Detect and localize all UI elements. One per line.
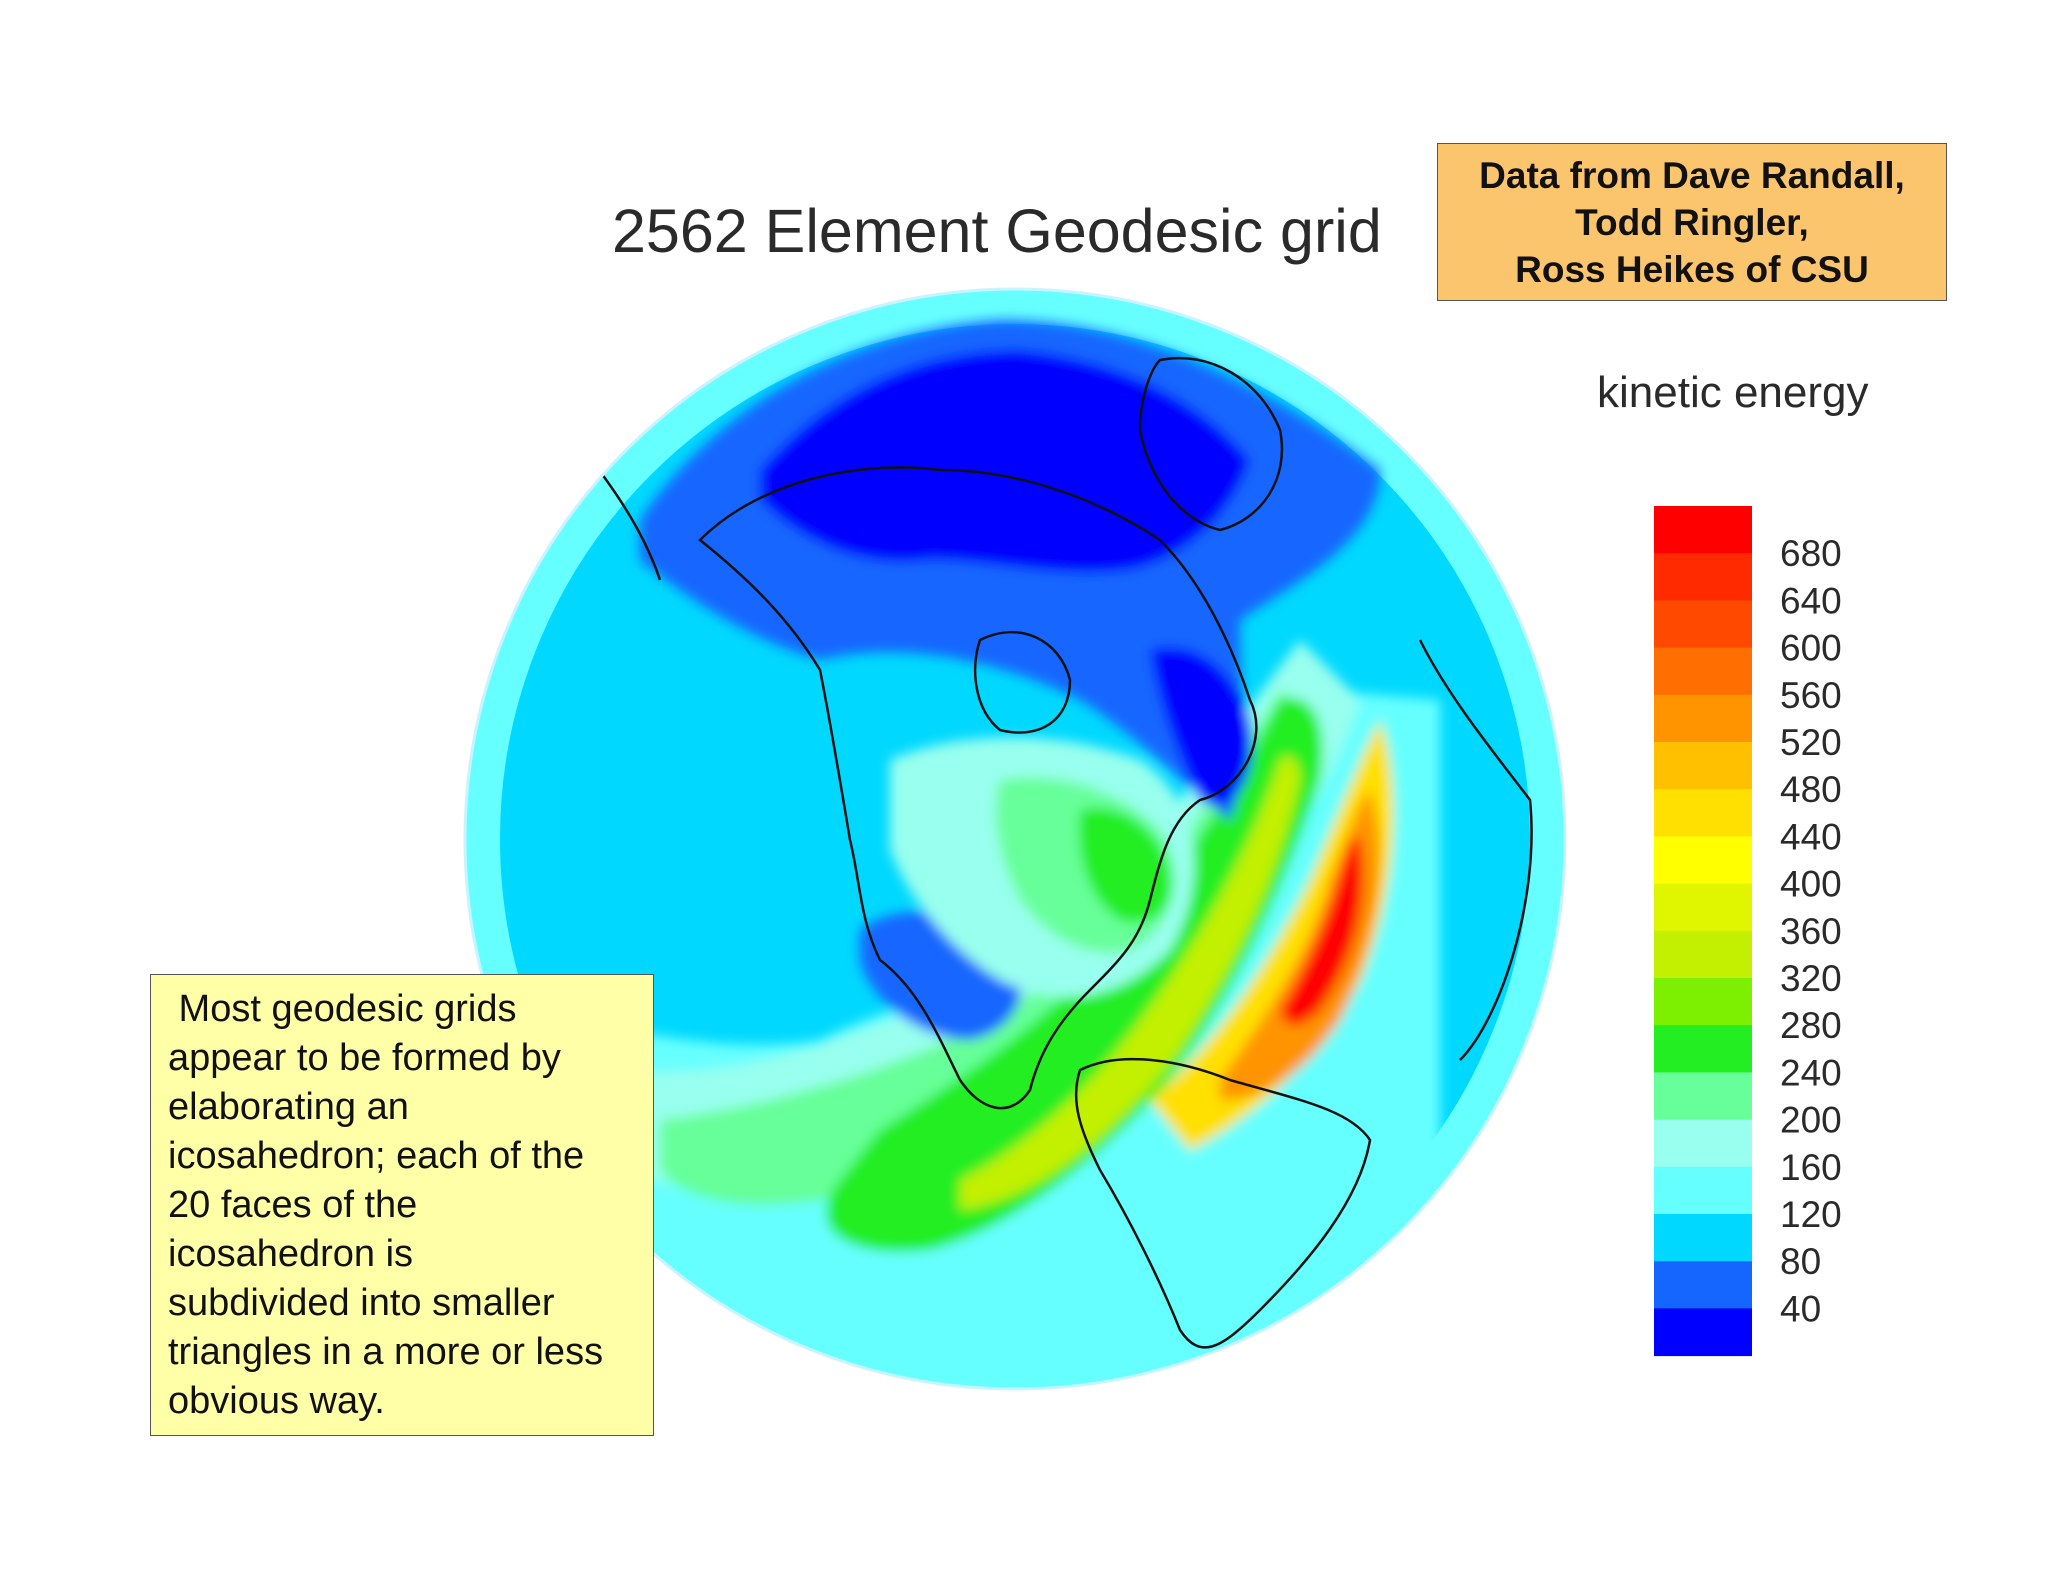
colorbar-segment <box>1654 1072 1752 1121</box>
credit-line-1: Data from Dave Randall, <box>1479 154 1905 196</box>
colorbar-segment <box>1654 930 1752 979</box>
colorbar-segment <box>1654 1308 1752 1357</box>
colorbar-tick-label: 200 <box>1780 1100 1842 1141</box>
colorbar-tick-label: 440 <box>1780 816 1842 857</box>
colorbar-segment <box>1654 742 1752 790</box>
page-title: 2562 Element Geodesic grid <box>612 197 1382 265</box>
europe-africa-coast <box>1418 639 1533 1061</box>
colorbar-tick-label: 480 <box>1780 769 1842 810</box>
credit-line-2: Todd Ringler, <box>1575 201 1809 243</box>
labrador-dark-blue <box>1150 647 1252 806</box>
note-line-1: Most geodesic grids <box>168 988 517 1030</box>
colorbar-segment <box>1654 1214 1752 1262</box>
colorbar-tick-label: 120 <box>1780 1194 1842 1235</box>
colorbar-segment <box>1654 883 1752 932</box>
jet-red-core <box>1280 836 1364 1025</box>
note-line-6: icosahedron is <box>168 1233 414 1275</box>
southern-yellowgreen-band <box>960 756 1300 1210</box>
colorbar-segment <box>1654 553 1752 601</box>
jet-orange-band <box>1220 790 1380 1100</box>
note-line-8: triangles in a more or less <box>168 1331 604 1373</box>
colorbar-tick-label: 600 <box>1780 628 1842 669</box>
kinetic-energy-field <box>465 289 1565 1389</box>
colorbar-tick-label: 160 <box>1780 1147 1842 1188</box>
legend-title: kinetic energy <box>1597 368 1869 417</box>
colorbar-tick-label: 400 <box>1780 864 1842 905</box>
colorbar-segment <box>1654 600 1752 649</box>
colorbar-segment <box>1654 978 1752 1026</box>
hudson-bay-coast <box>974 630 1072 734</box>
colorbar-tick-label: 80 <box>1780 1241 1821 1282</box>
interior-green <box>1079 808 1172 923</box>
colorbar-tick-label: 240 <box>1780 1052 1842 1093</box>
colorbar-tick-label: 280 <box>1780 1005 1842 1046</box>
colorbar-segment <box>1654 789 1752 837</box>
colorbar-tick-label: 560 <box>1780 675 1842 716</box>
colorbar-segment <box>1654 694 1752 743</box>
south-america-coast <box>1074 1057 1372 1349</box>
coastlines <box>559 356 1533 1349</box>
colorbar-tick-label: 640 <box>1780 580 1842 621</box>
note-line-3: elaborating an <box>168 1086 409 1128</box>
colorbar-segment <box>1654 1119 1752 1168</box>
southern-pale-band <box>600 640 1360 1195</box>
southern-green-band <box>825 698 1323 1252</box>
credit-box: Data from Dave Randall, Todd Ringler, Ro… <box>1437 143 1947 301</box>
colorbar-segment <box>1654 836 1752 885</box>
arctic-dark-blue <box>760 350 1250 573</box>
colorbar-tick-label: 320 <box>1780 958 1842 999</box>
colorbar-tick-label: 360 <box>1780 911 1842 952</box>
note-line-5: 20 faces of the <box>168 1184 418 1226</box>
north-america-coast <box>698 466 1258 1110</box>
greenland-coast <box>1138 356 1284 532</box>
colorbar-tick-label: 520 <box>1780 722 1842 763</box>
colorbar-segment <box>1654 506 1752 554</box>
colorbar-segment <box>1654 1025 1752 1073</box>
note-line-4: icosahedron; each of the <box>168 1135 585 1177</box>
colorbar-segment <box>1654 1261 1752 1309</box>
note-line-2: appear to be formed by <box>168 1037 561 1079</box>
jet-yellow-band <box>1150 720 1394 1150</box>
colorbar-tick-label: 40 <box>1780 1288 1821 1329</box>
colorbar-tick-label: 680 <box>1780 533 1842 574</box>
note-box: Most geodesic grids appear to be formed … <box>150 974 654 1436</box>
colorbar: 680 640 600 560 520 480 440 400 360 320 280 240 200 1… <box>1654 506 1842 1357</box>
globe-edge <box>463 287 1567 1391</box>
note-line-7: subdivided into smaller <box>168 1282 555 1324</box>
credit-line-3: Ross Heikes of CSU <box>1515 248 1869 290</box>
colorbar-segment <box>1654 647 1752 696</box>
note-line-9: obvious way. <box>168 1380 385 1422</box>
colorbar-segment <box>1654 1166 1752 1215</box>
